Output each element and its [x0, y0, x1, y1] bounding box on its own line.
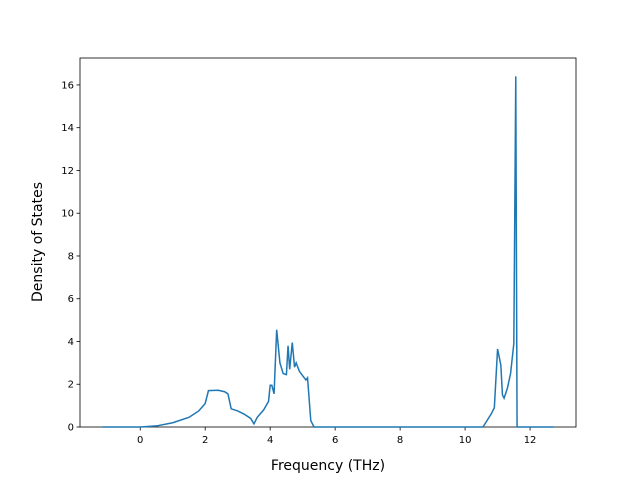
- line: [102, 76, 554, 428]
- x-tick-label: 2: [202, 435, 208, 446]
- y-axis-label: Density of States: [30, 182, 46, 302]
- y-tick-label: 12: [61, 166, 74, 177]
- x-tick-label: 8: [397, 435, 403, 446]
- y-tick-label: 0: [68, 423, 74, 434]
- y-tick-label: 10: [61, 209, 74, 220]
- x-tick-label: 12: [524, 435, 537, 446]
- y-tick-label: 14: [61, 123, 74, 134]
- y-tick-label: 6: [68, 294, 74, 305]
- x-tick-label: 6: [332, 435, 338, 446]
- x-tick-label: 0: [137, 435, 143, 446]
- x-axis-label: Frequency (THz): [271, 458, 385, 474]
- y-tick-label: 2: [68, 380, 74, 391]
- x-tick-label: 10: [459, 435, 472, 446]
- y-tick-label: 4: [68, 337, 74, 348]
- x-tick-label: 4: [267, 435, 273, 446]
- y-tick-label: 8: [68, 251, 74, 262]
- y-tick-label: 16: [61, 80, 74, 91]
